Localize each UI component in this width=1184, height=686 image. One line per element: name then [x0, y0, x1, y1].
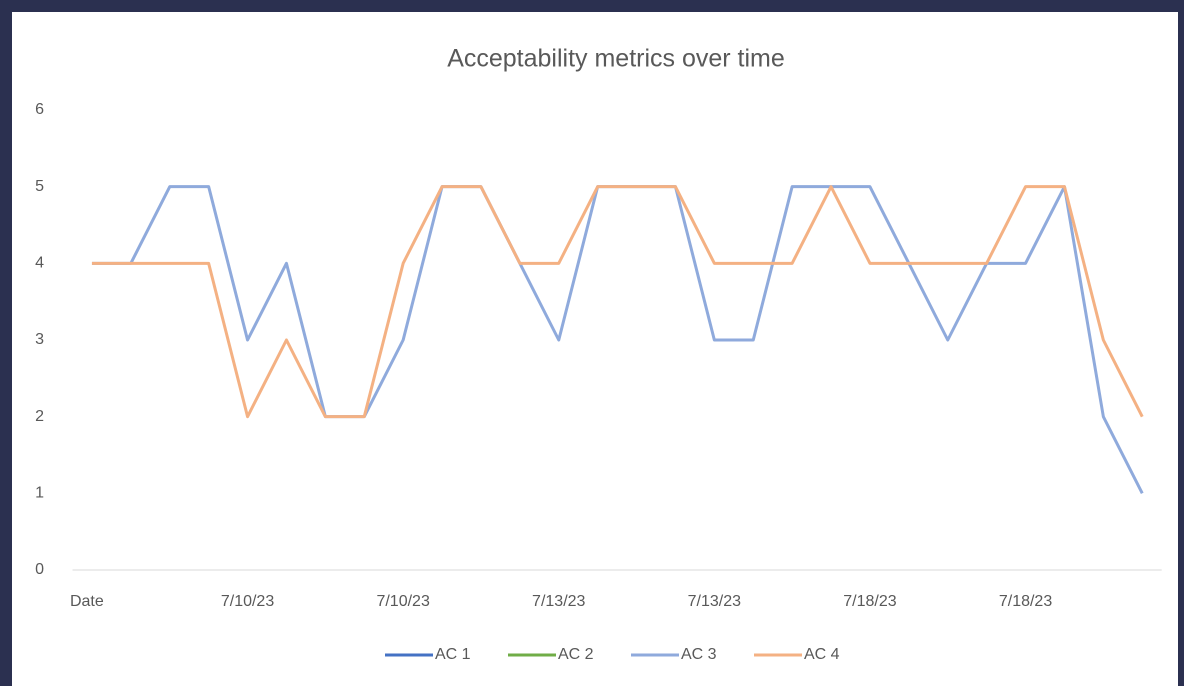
chart-title: Acceptability metrics over time — [447, 45, 785, 73]
y-tick-label: 5 — [35, 178, 44, 195]
legend-label: AC 2 — [558, 646, 594, 663]
y-tick-label: 6 — [35, 101, 44, 118]
y-tick-label: 1 — [35, 485, 44, 502]
x-tick-label: 7/10/23 — [221, 593, 274, 610]
y-tick-label: 4 — [35, 255, 44, 272]
legend-label: AC 1 — [435, 646, 471, 663]
y-tick-label: 0 — [35, 561, 44, 578]
x-tick-label: 7/18/23 — [843, 593, 896, 610]
x-tick-label: 7/13/23 — [532, 593, 585, 610]
x-tick-label: 7/13/23 — [688, 593, 741, 610]
legend-label: AC 3 — [681, 646, 717, 663]
y-tick-label: 3 — [35, 331, 44, 348]
x-tick-label: 7/18/23 — [999, 593, 1052, 610]
y-tick-label: 2 — [35, 408, 44, 425]
legend-label: AC 4 — [804, 646, 840, 663]
x-tick-label: Date — [70, 593, 104, 610]
series-line — [91, 185, 1144, 419]
x-tick-label: 7/10/23 — [376, 593, 429, 610]
chart-area — [12, 12, 1178, 686]
